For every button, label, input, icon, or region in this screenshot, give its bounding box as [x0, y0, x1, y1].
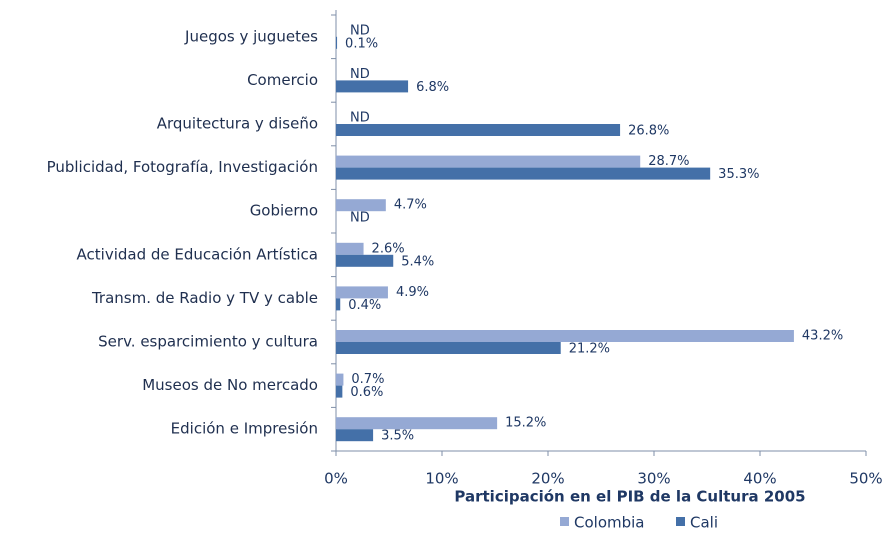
value-label: 0.4% [348, 298, 381, 313]
value-label: 43.2% [802, 329, 843, 344]
value-label: 3.5% [381, 429, 414, 444]
y-tick-label: Transm. de Radio y TV y cable [91, 289, 318, 307]
value-label: 15.2% [505, 416, 546, 431]
bar [336, 199, 386, 212]
value-label: ND [350, 211, 370, 226]
bar [336, 385, 343, 398]
x-tick-label: 40% [743, 470, 776, 488]
legend-swatch [560, 517, 569, 526]
bar [336, 124, 621, 136]
x-tick-label: 30% [637, 470, 670, 488]
y-tick-label: Comercio [247, 71, 318, 89]
value-label: 6.8% [416, 80, 449, 95]
bar [336, 298, 341, 311]
value-label: 4.7% [394, 198, 427, 213]
x-tick-label: 10% [425, 470, 458, 488]
x-tick-label: 20% [531, 470, 564, 488]
value-label: 28.7% [648, 154, 689, 169]
bar [336, 254, 394, 267]
y-tick-label: Publicidad, Fotografía, Investigación [47, 158, 318, 176]
value-label: 21.2% [569, 342, 610, 357]
y-tick-label: Actividad de Educación Artística [77, 245, 318, 263]
value-label: 35.3% [718, 167, 759, 182]
x-tick-label: 50% [849, 470, 882, 488]
value-label: 26.8% [628, 124, 669, 139]
y-tick-label: Serv. esparcimiento y cultura [98, 333, 318, 351]
bar [336, 373, 344, 386]
legend-label: Cali [690, 514, 718, 532]
bar [336, 429, 374, 442]
bar [336, 80, 409, 93]
y-tick-label: Museos de No mercado [142, 376, 318, 394]
legend-label: Colombia [574, 514, 645, 532]
bar [336, 417, 498, 430]
x-tick-label: 0% [324, 470, 348, 488]
legend-swatch [676, 517, 685, 526]
value-label: ND [350, 111, 370, 126]
bar [336, 330, 794, 342]
value-label: 0.1% [345, 36, 378, 51]
bar [336, 242, 364, 255]
y-tick-label: Juegos y juguetes [184, 27, 318, 45]
bar [336, 36, 338, 49]
value-label: 0.7% [351, 372, 384, 387]
y-tick-label: Arquitectura y diseño [157, 115, 318, 133]
value-label: 0.6% [350, 385, 383, 400]
value-label: ND [350, 67, 370, 82]
y-tick-label: Edición e Impresión [171, 420, 318, 438]
x-axis-title: Participación en el PIB de la Cultura 20… [454, 488, 805, 506]
bar [336, 286, 388, 299]
value-label: ND [350, 23, 370, 38]
value-label: 5.4% [401, 254, 434, 269]
value-label: 2.6% [372, 241, 405, 256]
y-tick-label: Gobierno [250, 202, 318, 220]
value-label: 4.9% [396, 285, 429, 300]
bar [336, 167, 711, 180]
bar [336, 342, 561, 354]
bar [336, 155, 641, 168]
